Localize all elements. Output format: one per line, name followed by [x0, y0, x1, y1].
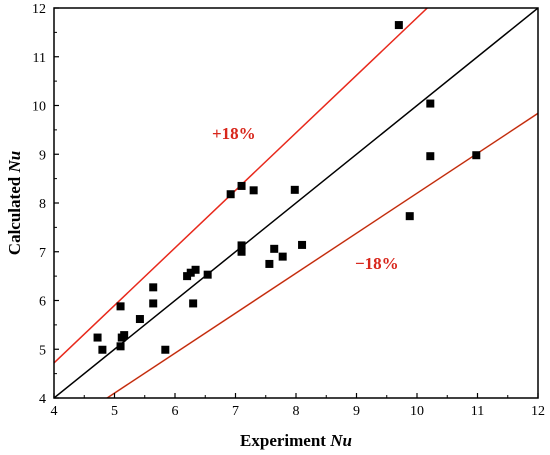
y-tick-label: 8 — [39, 197, 46, 212]
y-tick-label: 7 — [39, 246, 46, 261]
data-point — [203, 270, 212, 279]
data-point — [135, 315, 144, 324]
plus-18-line — [54, 8, 429, 364]
data-point — [249, 186, 258, 195]
data-point — [120, 331, 129, 340]
x-tick-label: 5 — [111, 404, 118, 419]
data-point — [472, 151, 481, 160]
data-point — [237, 247, 246, 256]
data-point — [116, 302, 125, 311]
data-point — [405, 212, 414, 221]
y-tick-label: 10 — [32, 100, 46, 115]
data-point — [226, 190, 235, 199]
x-tick-label: 9 — [353, 404, 360, 419]
data-point — [394, 21, 403, 30]
minus-18-line-core — [106, 113, 538, 398]
data-point — [237, 181, 246, 190]
data-points — [93, 21, 481, 354]
x-tick-label: 7 — [232, 404, 239, 419]
data-point — [237, 241, 246, 250]
data-point — [149, 283, 158, 292]
data-point — [116, 342, 125, 351]
y-tick-label: 11 — [33, 51, 46, 66]
y-tick-label: 6 — [39, 295, 46, 310]
y-axis-title: Calculated Nu — [5, 151, 24, 255]
parity-line — [54, 8, 538, 398]
x-tick-label: 8 — [293, 404, 300, 419]
data-point — [189, 299, 198, 308]
data-point — [290, 185, 299, 194]
reference-lines — [54, 8, 538, 398]
x-tick-label: 12 — [531, 404, 545, 419]
x-tick-label: 11 — [471, 404, 484, 419]
x-tick-label: 6 — [172, 404, 179, 419]
y-axis-ticks: 4 5 6 7 8 9 10 11 12 — [32, 2, 59, 407]
annotation-plus-18: +18% — [212, 124, 256, 143]
y-tick-label: 9 — [39, 148, 46, 163]
data-point — [186, 268, 195, 277]
data-point — [191, 265, 200, 274]
x-axis-title: Experiment Nu — [240, 431, 352, 450]
data-point — [265, 259, 274, 268]
y-tick-label: 12 — [32, 2, 46, 17]
x-tick-label: 10 — [410, 404, 424, 419]
data-point — [278, 252, 287, 261]
data-point — [149, 299, 158, 308]
data-point — [93, 333, 102, 342]
y-tick-label: 5 — [39, 343, 46, 358]
data-point — [270, 244, 279, 253]
annotation-minus-18: −18% — [355, 254, 399, 273]
data-point — [426, 152, 435, 161]
x-axis-ticks: 4 5 6 7 8 9 10 11 12 — [51, 393, 545, 419]
data-point — [298, 240, 307, 249]
x-tick-label: 4 — [51, 404, 58, 419]
data-point — [426, 99, 435, 108]
data-point — [161, 345, 170, 354]
y-tick-label: 4 — [39, 392, 46, 407]
data-point — [98, 345, 107, 354]
